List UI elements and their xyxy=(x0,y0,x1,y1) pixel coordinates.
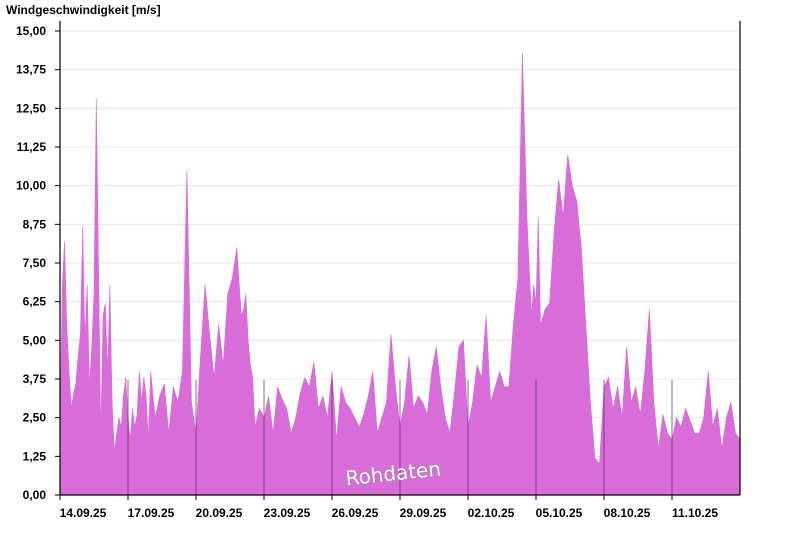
y-tick-label: 13,75 xyxy=(16,63,46,77)
y-tick-label: 8,75 xyxy=(23,217,47,231)
x-tick-label: 11.10.25 xyxy=(672,506,718,520)
x-tick-label: 02.10.25 xyxy=(468,506,515,520)
x-tick-label: 05.10.25 xyxy=(536,506,583,520)
x-tick-label: 14.09.25 xyxy=(60,506,107,520)
x-tick-labels: 14.09.25 17.09.25 20.09.25 23.09.25 26.09.25… xyxy=(59,495,718,520)
y-tick-label: 5,00 xyxy=(23,333,47,347)
y-tick-label: 1,25 xyxy=(23,449,47,463)
y-tick-labels: 0,00 1,25 2,50 3,75 5,00 6,25 7,50 8,75 10,00 11,… xyxy=(16,24,60,502)
y-tick-label: 6,25 xyxy=(23,295,47,309)
y-tick-label: 11,25 xyxy=(17,140,47,154)
y-tick-label: 10,00 xyxy=(16,179,46,193)
y-tick-label: 0,00 xyxy=(23,488,47,502)
x-tick-label: 23.09.25 xyxy=(264,506,311,520)
x-tick-label: 29.09.25 xyxy=(400,506,447,520)
y-tick-label: 15,00 xyxy=(16,24,46,38)
y-axis-label: Windgeschwindigkeit [m/s] xyxy=(6,3,161,17)
x-tick-label: 26.09.25 xyxy=(332,506,379,520)
y-tick-label: 12,50 xyxy=(16,101,46,115)
series-area xyxy=(59,52,741,496)
y-tick-label: 7,50 xyxy=(23,256,47,270)
x-tick-label: 20.09.25 xyxy=(196,506,243,520)
y-tick-label: 2,50 xyxy=(23,411,47,425)
x-tick-label: 17.09.25 xyxy=(128,506,175,520)
day-marker-lines xyxy=(127,380,673,495)
y-tick-label: 3,75 xyxy=(23,372,47,386)
x-tick-label: 08.10.25 xyxy=(604,506,651,520)
data-area xyxy=(59,52,741,496)
